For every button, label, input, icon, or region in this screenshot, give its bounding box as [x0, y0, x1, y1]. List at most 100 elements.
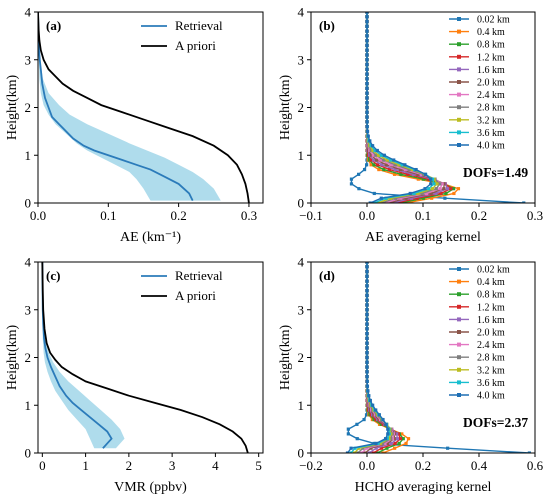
kernel-marker: [369, 163, 373, 167]
legend-marker: [457, 67, 461, 72]
kernel-marker: [430, 187, 435, 191]
kernel-marker: [361, 446, 365, 450]
legend-label: 2.4 km: [477, 90, 505, 101]
kernel-marker: [426, 177, 431, 181]
kernel-marker: [429, 177, 433, 181]
kernel-marker: [365, 163, 369, 167]
kernel-marker: [370, 417, 374, 422]
kernel-marker: [359, 451, 363, 453]
panel-letter: (c): [46, 268, 60, 283]
panel-letter: (a): [46, 18, 61, 33]
kernel-marker: [376, 153, 381, 157]
kernel-marker: [362, 167, 367, 172]
kernel-marker: [371, 148, 375, 153]
kernel-marker: [381, 417, 385, 422]
y-tick-label: 3: [298, 302, 305, 317]
y-tick-label: 1: [298, 398, 305, 413]
y-tick-label: 2: [298, 350, 305, 365]
kernel-marker: [408, 191, 412, 196]
y-tick-label: 0: [298, 446, 305, 461]
kernel-marker: [386, 427, 390, 431]
kernel-marker: [427, 187, 431, 191]
kernel-marker: [365, 125, 369, 129]
kernel-marker: [416, 177, 420, 181]
kernel-marker: [365, 355, 369, 360]
kernel-marker: [365, 351, 369, 355]
kernel-marker: [372, 417, 376, 422]
y-axis-label: Height(km): [5, 75, 20, 141]
kernel-marker: [369, 148, 373, 153]
kernel-marker: [373, 148, 377, 153]
kernel-marker: [365, 67, 369, 71]
x-tick-label: 5: [255, 458, 262, 473]
plot-area: [38, 12, 250, 203]
legend-label: 0.02 km: [477, 265, 510, 276]
x-axis-label: AE (km⁻¹): [120, 230, 181, 245]
legend-label: 0.4 km: [477, 277, 505, 288]
kernel-marker: [374, 153, 378, 157]
kernel-marker: [365, 446, 369, 450]
kernel-marker: [401, 437, 405, 441]
y-tick-label: 4: [298, 5, 305, 20]
x-tick-label: 0.4: [471, 458, 488, 473]
y-tick-label: 4: [25, 255, 32, 270]
kernel-marker: [405, 172, 410, 176]
y-tick-label: 3: [25, 302, 32, 317]
kernel-marker: [379, 446, 384, 450]
kernel-marker: [367, 158, 371, 162]
chart-panel: −0.1 0.0 0.1 0.2 0.3 0 1 2 3 4 AE averaging kernel…: [278, 5, 543, 246]
kernel-marker: [365, 58, 369, 62]
kernel-marker: [414, 167, 418, 172]
kernel-marker: [443, 196, 447, 200]
legend-label: 3.6 km: [477, 128, 505, 139]
y-tick-label: 1: [25, 398, 32, 413]
kernel-marker: [395, 432, 399, 436]
kernel-marker: [522, 201, 526, 203]
kernel-marker: [392, 172, 397, 176]
kernel-marker: [365, 284, 369, 288]
kernel-marker: [365, 43, 369, 48]
legend-label: 3.2 km: [477, 365, 505, 376]
kernel-marker: [365, 96, 369, 100]
legend-label: 1.2 km: [477, 302, 505, 313]
kernel-marker: [365, 86, 369, 90]
axes-frame: [37, 261, 264, 454]
kernel-marker: [415, 196, 419, 200]
chart-panel: 0 1 2 3 4 5 0 1 2 3 4 VMR (ppbv) Height(km) (c) Retrie…: [5, 255, 264, 495]
kernel-marker: [386, 432, 390, 436]
legend-marker: [457, 304, 461, 309]
kernel-marker: [397, 163, 401, 167]
legend-marker: [457, 342, 461, 347]
kernel-marker: [365, 101, 369, 105]
kernel-marker: [365, 105, 369, 110]
kernel-marker: [365, 384, 370, 388]
kernel-marker: [434, 191, 438, 196]
kernel-marker: [372, 191, 376, 196]
kernel-marker: [365, 365, 369, 369]
kernel-marker: [364, 413, 369, 417]
legend-label: 1.6 km: [477, 65, 505, 76]
kernel-marker: [403, 167, 407, 172]
kernel-marker: [365, 308, 369, 312]
kernel-marker: [384, 196, 388, 200]
kernel-marker: [452, 191, 456, 196]
kernel-marker: [438, 182, 442, 186]
kernel-marker: [372, 201, 376, 203]
kernel-marker: [435, 182, 439, 186]
kernel-marker: [407, 167, 411, 172]
kernel-marker: [398, 437, 403, 441]
kernel-marker: [365, 317, 369, 321]
x-tick-label: −0.2: [299, 458, 323, 473]
kernel-marker: [368, 139, 372, 143]
kernel-marker: [372, 163, 376, 167]
kernel-marker: [442, 182, 446, 186]
y-tick-label: 1: [25, 148, 32, 163]
y-tick-label: 0: [298, 196, 305, 211]
legend-label: 0.02 km: [477, 15, 510, 26]
kernel-marker: [365, 48, 369, 52]
kernel-marker: [384, 437, 388, 441]
kernel-marker: [403, 163, 407, 167]
kernel-marker: [404, 441, 408, 446]
kernel-marker: [445, 187, 450, 191]
legend-marker: [457, 130, 461, 135]
